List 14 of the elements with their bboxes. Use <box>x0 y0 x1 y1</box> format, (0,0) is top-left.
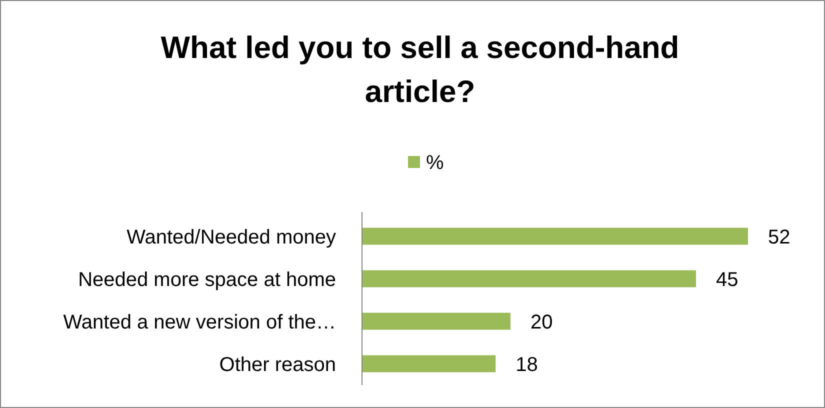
bar <box>362 355 496 372</box>
y-tick-label: Wanted/Needed money <box>126 226 336 248</box>
data-label: 45 <box>716 268 738 291</box>
chart-title: What led you to sell a second-hand article? <box>160 30 680 109</box>
bar <box>362 312 510 330</box>
y-tick-label: Other reason <box>219 354 336 376</box>
y-tick-label: Needed more space at home <box>78 268 336 291</box>
bar <box>362 228 748 245</box>
data-label: 18 <box>516 354 538 376</box>
y-tick-label: Wanted a new version of the… <box>63 311 336 334</box>
legend-label: % <box>426 152 444 174</box>
data-label: 52 <box>768 226 790 248</box>
bar <box>362 270 696 288</box>
data-label: 20 <box>530 311 553 334</box>
